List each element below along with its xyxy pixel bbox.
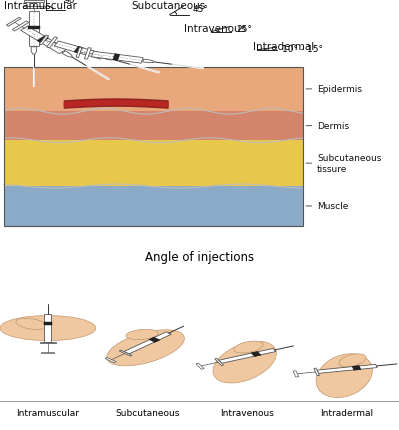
Polygon shape [149, 338, 160, 343]
Bar [4, 187, 303, 226]
Polygon shape [21, 27, 66, 55]
Text: 90°: 90° [64, 0, 80, 5]
Polygon shape [39, 36, 49, 46]
Polygon shape [85, 49, 91, 60]
Polygon shape [6, 18, 21, 27]
Ellipse shape [339, 354, 366, 367]
Text: Intradermal: Intradermal [320, 408, 374, 417]
Polygon shape [54, 42, 105, 60]
Bar [4, 112, 303, 141]
Polygon shape [47, 38, 57, 49]
Text: 25°: 25° [236, 25, 252, 34]
Text: Muscle: Muscle [306, 202, 349, 211]
Polygon shape [28, 27, 40, 31]
Polygon shape [215, 359, 223, 366]
Polygon shape [143, 60, 154, 64]
Text: Epidermis: Epidermis [306, 85, 362, 94]
Text: Intramuscular: Intramuscular [4, 1, 77, 11]
Polygon shape [124, 332, 171, 354]
Ellipse shape [126, 329, 158, 340]
Ellipse shape [213, 341, 277, 383]
Polygon shape [41, 352, 54, 353]
Text: Intravenous: Intravenous [220, 408, 275, 417]
Polygon shape [40, 342, 56, 343]
Polygon shape [119, 350, 132, 356]
Polygon shape [251, 352, 261, 356]
Text: Intravenous: Intravenous [184, 24, 246, 34]
Polygon shape [103, 56, 113, 61]
Polygon shape [43, 322, 52, 326]
Polygon shape [31, 48, 37, 55]
Text: Intradermal: Intradermal [253, 42, 315, 52]
Polygon shape [37, 37, 49, 44]
Text: 10° - 15°: 10° - 15° [282, 44, 323, 53]
Polygon shape [196, 363, 204, 369]
Text: Dermis: Dermis [306, 122, 350, 131]
Bar [4, 68, 303, 226]
Text: 45°: 45° [193, 5, 209, 14]
Polygon shape [62, 52, 72, 58]
Polygon shape [29, 12, 39, 47]
Text: Subcutaneous: Subcutaneous [132, 1, 206, 11]
Polygon shape [219, 349, 276, 363]
Text: Subcutaneous: Subcutaneous [115, 408, 180, 417]
Polygon shape [105, 358, 116, 363]
Polygon shape [91, 52, 143, 64]
Polygon shape [24, 1, 43, 3]
Polygon shape [317, 365, 377, 374]
Text: Intramuscular: Intramuscular [16, 408, 79, 417]
Ellipse shape [234, 341, 263, 353]
Polygon shape [74, 47, 83, 54]
Polygon shape [293, 371, 299, 377]
Ellipse shape [16, 319, 46, 330]
Polygon shape [44, 314, 51, 342]
Polygon shape [113, 55, 120, 61]
Polygon shape [352, 366, 361, 370]
Polygon shape [76, 48, 82, 58]
Ellipse shape [0, 316, 96, 341]
Bar [4, 68, 303, 112]
Ellipse shape [316, 354, 372, 398]
Text: Angle of injections: Angle of injections [145, 251, 254, 264]
Polygon shape [314, 368, 320, 376]
Polygon shape [12, 22, 29, 32]
Ellipse shape [107, 330, 184, 366]
Polygon shape [23, 7, 45, 9]
Text: Subcutaneous
tissure: Subcutaneous tissure [306, 154, 381, 173]
Bar [4, 141, 303, 187]
